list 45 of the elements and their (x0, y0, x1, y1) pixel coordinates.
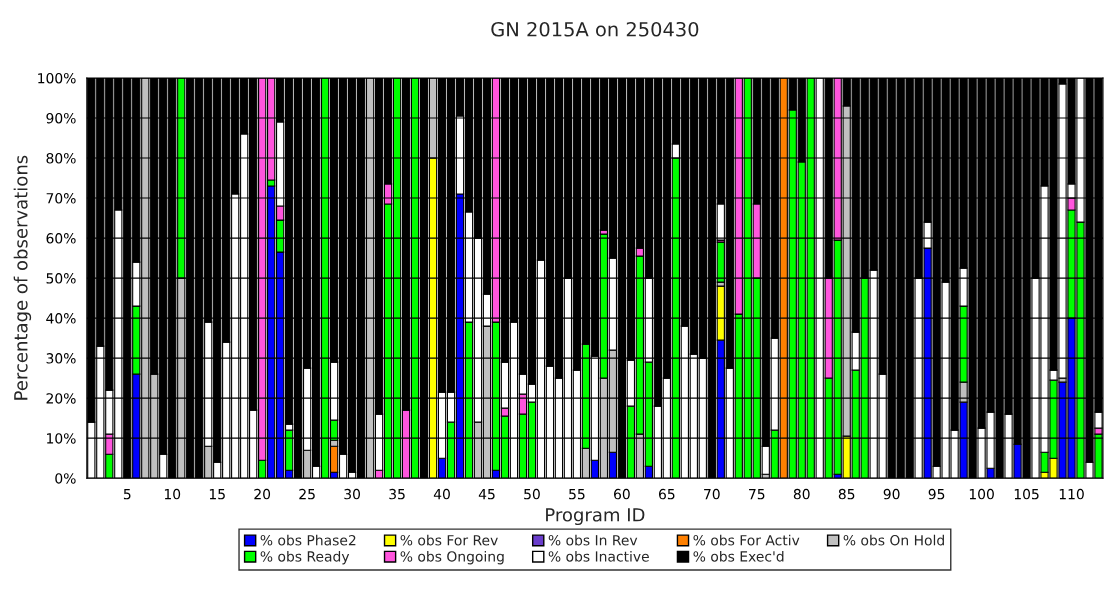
x-tick-label: 25 (299, 488, 315, 500)
x-tick-label: 95 (928, 488, 945, 500)
y-tick-label: 100% (38, 72, 76, 84)
legend-label: % obs Phase2 (260, 534, 356, 546)
y-tick-label: 0% (55, 473, 76, 484)
x-tick-label: 45 (478, 489, 495, 500)
y-axis-title: Percentage of observations (13, 155, 32, 400)
x-tick-label: 15 (209, 489, 225, 500)
legend-label: % obs Ready (260, 550, 350, 565)
y-tick-label: 30% (46, 353, 76, 364)
x-tick-label: 85 (838, 488, 855, 500)
x-tick-label: 60 (614, 488, 630, 500)
x-tick-label: 100 (969, 488, 994, 500)
x-tick-label: 5 (123, 489, 131, 500)
legend-label: % obs In Rev (548, 534, 638, 546)
x-tick-label: 35 (389, 488, 405, 500)
x-tick-label: 40 (433, 488, 450, 500)
x-tick-label: 75 (749, 489, 765, 500)
x-tick-label: 55 (569, 489, 585, 500)
y-tick-label: 80% (46, 153, 76, 164)
legend-label: % obs For Activ (693, 534, 800, 546)
x-tick-label: 10 (164, 488, 181, 500)
y-tick-label: 70% (46, 193, 76, 204)
x-tick-label: 105 (1014, 488, 1039, 500)
y-tick-label: 50% (46, 273, 76, 284)
x-tick-label: 30 (344, 488, 361, 500)
legend-label: % obs For Rev (400, 534, 498, 546)
x-tick-label: 70 (704, 488, 720, 500)
x-tick-label: 65 (658, 488, 675, 500)
x-tick-label: 110 (1059, 488, 1084, 500)
y-tick-label: 90% (46, 112, 76, 124)
x-axis-title: Program ID (546, 508, 645, 526)
y-tick-label: 40% (46, 313, 76, 324)
y-tick-label: 60% (46, 233, 76, 244)
x-tick-label: 90 (883, 488, 900, 500)
x-tick-label: 80 (793, 488, 810, 500)
legend-label: % obs On Hold (843, 534, 944, 546)
chart-title: GN 2015A on 250430 (491, 21, 699, 37)
x-tick-label: 50 (524, 488, 540, 500)
x-tick-label: 20 (254, 488, 271, 500)
y-tick-label: 10% (47, 433, 76, 444)
legend-label: % obs Exec'd (693, 550, 784, 562)
legend-label: % obs Ongoing (400, 550, 504, 565)
y-tick-label: 20% (46, 393, 76, 404)
legend-label: % obs Inactive (548, 550, 649, 562)
